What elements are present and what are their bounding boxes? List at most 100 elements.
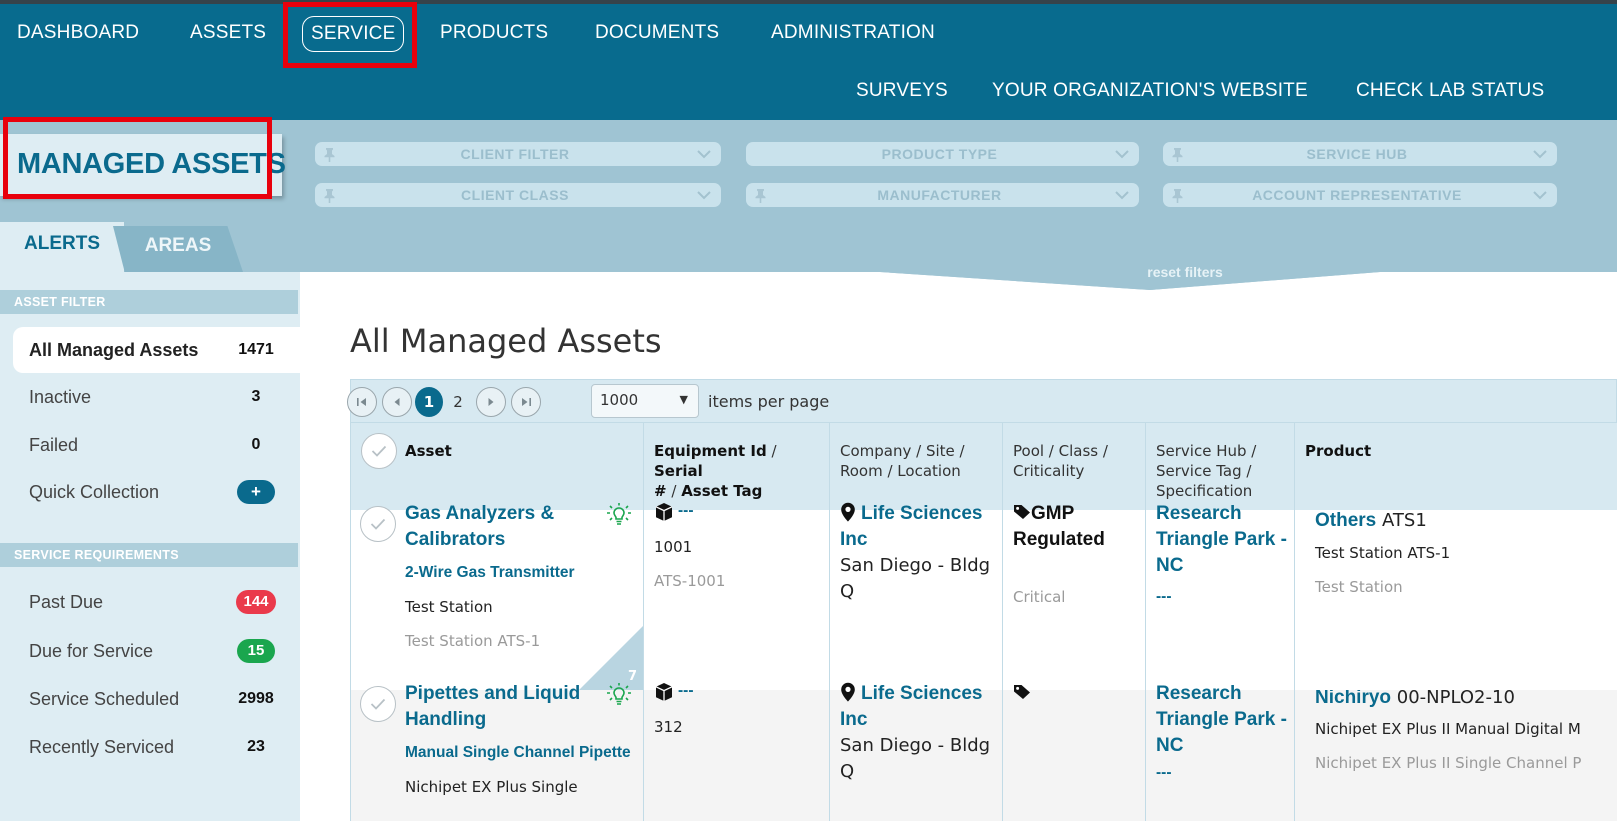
select-all-checkbox[interactable] [361,433,397,469]
asset-category-link-line2[interactable]: Calibrators [405,529,506,550]
filter-band-notch [300,272,1617,290]
tab-alerts[interactable]: ALERTS [0,222,124,272]
sidebar-item-label: All Managed Assets [29,339,199,360]
service-hub-link[interactable]: Research [1156,683,1242,704]
asset-category-link[interactable]: Pipettes and Liquid [405,683,581,704]
product-brand-link[interactable]: Others [1315,510,1377,531]
tab-areas[interactable]: AREAS [113,226,243,272]
nav-organization-website[interactable]: YOUR ORGANIZATION'S WEBSITE [992,80,1308,101]
client-filter-dropdown[interactable]: CLIENT FILTER [315,142,721,166]
pin-icon[interactable] [315,147,343,162]
last-page-button[interactable] [511,387,541,417]
pin-icon[interactable] [315,188,343,203]
product-type-dropdown[interactable]: PRODUCT TYPE [746,142,1139,166]
next-page-button[interactable] [476,387,506,417]
nav-service[interactable]: SERVICE [302,16,405,52]
chevron-down-icon [1105,149,1139,159]
items-per-page-select[interactable]: 1000 ▼ [591,384,699,418]
asset-cell: Gas Analyzers & Calibrators 2-Wire Gas T… [351,503,644,690]
service-hub-link-line3[interactable]: NC [1156,735,1184,756]
sidebar-item-failed[interactable]: Failed 0 [13,422,300,468]
equipment-id-link[interactable]: --- [678,502,694,519]
service-hub-dropdown[interactable]: SERVICE HUB [1163,142,1557,166]
items-per-page-label: items per page [708,392,830,411]
reset-filters-link[interactable]: reset filters [1147,264,1223,280]
equipment-cell: --- 1001 ATS-1001 [644,502,830,690]
client-class-dropdown[interactable]: CLIENT CLASS [315,183,721,207]
column-label-company: Company / Site / [840,442,965,460]
sidebar-item-due-for-service[interactable]: Due for Service 15 [13,628,300,674]
nav-administration[interactable]: ADMINISTRATION [771,22,935,43]
first-page-icon [357,398,366,406]
row-checkbox[interactable] [360,686,396,722]
add-to-collection-button[interactable]: + [237,480,275,504]
sidebar-item-past-due[interactable]: Past Due 144 [13,579,300,625]
pool-cell: GMP Regulated Critical [1003,503,1146,690]
sidebar: ASSET FILTER All Managed Assets 1471 Ina… [0,272,300,821]
service-tag-value[interactable]: --- [1156,588,1172,605]
client-class-label: CLIENT CLASS [461,187,569,203]
account-representative-dropdown[interactable]: ACCOUNT REPRESENTATIVE [1163,183,1557,207]
page-title-box [0,134,282,196]
product-brand-link[interactable]: Nichiryo [1315,690,1392,708]
service-hub-link[interactable]: Research [1156,503,1242,524]
caret-down-icon: ▼ [679,393,688,406]
pin-icon[interactable] [746,188,774,203]
column-label-service-hub: Service Hub / [1156,442,1257,460]
column-header-service-hub: Service Hub / Service Tag / Specificatio… [1146,423,1295,510]
nav-check-lab-status[interactable]: CHECK LAB STATUS [1356,80,1545,101]
sidebar-item-count: 3 [251,388,261,405]
company-link-line2[interactable]: Inc [840,709,868,730]
service-hub-link-line2[interactable]: Triangle Park - [1156,709,1287,730]
asset-category-link-line2[interactable]: Handling [405,709,487,730]
sidebar-item-service-scheduled[interactable]: Service Scheduled 2998 [13,676,300,722]
column-label-serial: Serial [654,462,703,480]
previous-page-button[interactable] [382,387,412,417]
sidebar-item-quick-collection[interactable]: Quick Collection + [13,469,300,515]
sidebar-item-count: 1471 [238,341,274,358]
asset-model-link[interactable]: 2-Wire Gas Transmitter [405,564,575,581]
column-label-product: Product [1305,442,1372,460]
manufacturer-dropdown[interactable]: MANUFACTURER [746,183,1139,207]
column-label-hash: # [654,482,667,500]
pin-icon[interactable] [1163,188,1191,203]
equipment-id-link[interactable]: --- [678,682,694,699]
sidebar-item-count: 23 [247,738,265,755]
service-hub-link-line2[interactable]: Triangle Park - [1156,529,1287,550]
nav-assets[interactable]: ASSETS [190,22,267,43]
service-hub-link-line3[interactable]: NC [1156,555,1184,576]
company-link[interactable]: Life Sciences [861,503,983,524]
pin-icon[interactable] [1163,147,1191,162]
company-link[interactable]: Life Sciences [861,683,983,704]
product-title: Nichiryo 00-NPLO2-10 [1315,690,1515,711]
column-header-equipment: Equipment Id / Serial # / Asset Tag [644,423,830,510]
nav-dashboard[interactable]: DASHBOARD [17,22,140,43]
page-2-button[interactable]: 2 [453,393,463,411]
table-row[interactable]: Gas Analyzers & Calibrators 2-Wire Gas T… [350,502,1617,690]
nav-documents[interactable]: DOCUMENTS [595,22,720,43]
column-header-product: Product [1295,423,1617,510]
sidebar-item-all-managed-assets[interactable]: All Managed Assets 1471 [13,327,300,373]
lightbulb-icon[interactable] [604,681,634,711]
pool-name: GMP [1031,503,1075,524]
box-icon [654,682,674,706]
sidebar-item-label: Past Due [29,591,104,612]
asset-model-link[interactable]: Manual Single Channel Pipette [405,744,631,761]
first-page-button[interactable] [347,387,377,417]
sidebar-item-recently-serviced[interactable]: Recently Serviced 23 [13,724,300,770]
table-row[interactable]: Pipettes and Liquid Handling Manual Sing… [350,682,1617,821]
company-link-line2[interactable]: Inc [840,529,868,550]
lightbulb-icon[interactable] [604,501,634,531]
page-1-button[interactable]: 1 [415,387,443,417]
asset-category-link[interactable]: Gas Analyzers & [405,503,555,524]
row-checkbox[interactable] [360,506,396,542]
product-description: Nichipet EX Plus II Manual Digital M [1315,720,1581,738]
sidebar-item-label: Due for Service [29,640,154,661]
service-tag-value[interactable]: --- [1156,764,1172,781]
site-location-line2: Q [840,761,855,782]
sidebar-item-inactive[interactable]: Inactive 3 [13,374,300,420]
nav-products[interactable]: PRODUCTS [440,22,549,43]
nav-surveys[interactable]: SURVEYS [856,80,948,101]
column-label-asset-tag: Asset Tag [681,482,763,500]
manufacturer-label: MANUFACTURER [877,187,1002,203]
